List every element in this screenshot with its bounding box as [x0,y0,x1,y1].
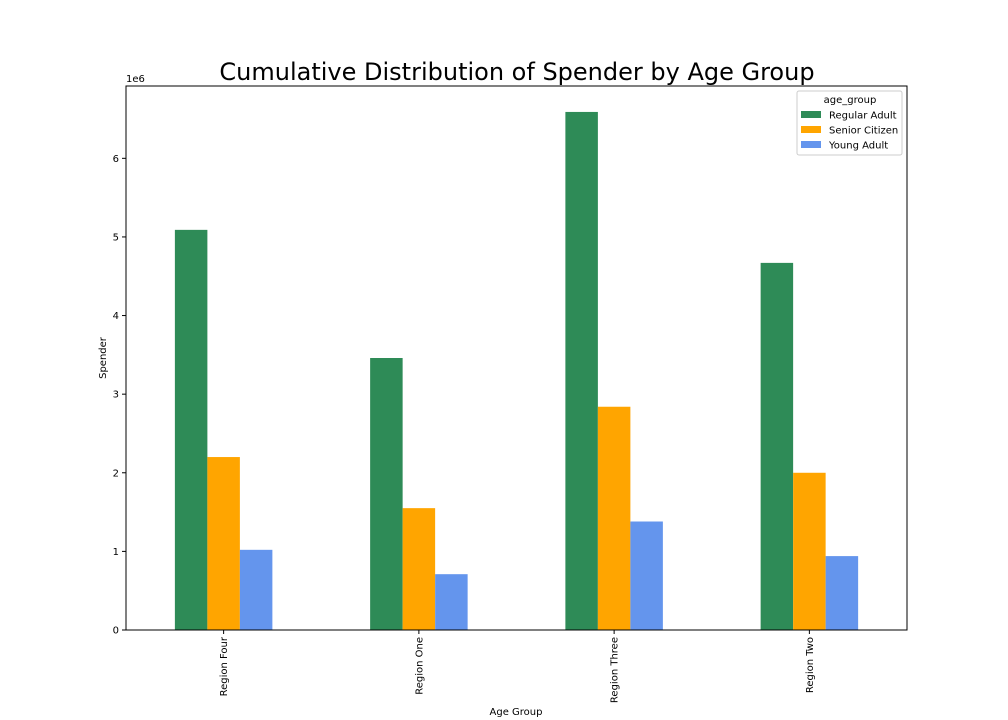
bar-senior-citizen-region-four [207,457,240,630]
y-tick-label: 1 [113,547,119,558]
bar-young-adult-region-two [825,556,859,630]
bar-young-adult-region-four [239,549,273,630]
plot-area: Region Four Region One Region Three Region … [113,111,859,703]
legend-title: age_group [824,95,877,106]
legend-swatch-regular-adult [801,111,821,118]
y-tick-label: 5 [113,232,119,243]
bar-senior-citizen-region-one [402,508,436,630]
y-tick-label: 3 [113,390,119,401]
bar-senior-citizen-region-two [793,472,826,630]
bar-regular-adult-region-four [174,229,208,631]
y-tick-label: 2 [113,468,119,479]
y-offset-label: 1e6 [126,74,145,85]
bar-young-adult-region-three [630,521,663,630]
legend-swatch-senior-citizen [801,126,821,133]
y-axis-label: Spender [98,336,109,379]
y-tick-label: 6 [113,154,119,165]
bar-regular-adult-region-one [370,358,403,630]
y-tick-label: 0 [113,626,119,637]
bar-regular-adult-region-three [565,111,598,630]
legend-label: Regular Adult [829,111,897,122]
x-axis-label: Age Group [490,707,543,718]
x-tick-label: Region Four [219,636,230,696]
axes-frame [125,85,908,631]
legend: age_group Regular Adult Senior Citizen You… [796,90,903,156]
x-tick-label: Region Three [610,637,621,703]
x-tick-label: Region One [414,637,425,695]
bar-senior-citizen-region-three [597,406,631,630]
bar-regular-adult-region-two [760,262,794,630]
legend-swatch-young-adult [801,141,821,148]
legend-box [796,90,903,156]
chart-title: Cumulative Distribution of Spender by Ag… [219,58,814,86]
y-tick-label: 4 [113,311,119,322]
legend-label: Senior Citizen [829,126,898,137]
x-tick-label: Region Two [805,637,816,693]
legend-label: Young Adult [828,141,888,152]
bar-young-adult-region-one [435,574,468,630]
